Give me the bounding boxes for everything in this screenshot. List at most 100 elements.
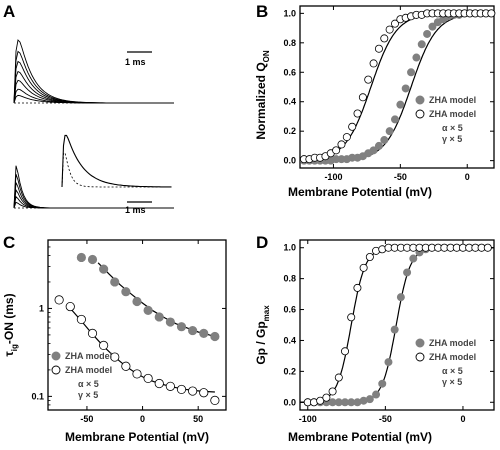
b-xtick-label-1: -50 bbox=[394, 172, 407, 182]
scale-label-bottom: 1 ms bbox=[125, 205, 146, 215]
inset-trace-dashed bbox=[61, 152, 172, 188]
b-plot-frame bbox=[299, 5, 495, 169]
c-legend-extra-0: α × 5 bbox=[78, 379, 99, 389]
c-ytick-label-0: 0.1 bbox=[31, 391, 44, 401]
c-point-open-6 bbox=[121, 361, 131, 371]
b-ytick-label-4: 0.8 bbox=[283, 38, 296, 48]
c-point-filled-11 bbox=[199, 328, 209, 339]
c-point-filled-7 bbox=[154, 312, 164, 322]
c-plot-frame bbox=[47, 239, 227, 411]
d-plot-frame bbox=[299, 239, 495, 411]
b-point-open-11 bbox=[358, 93, 367, 102]
d-xtick-label-1: -50 bbox=[379, 414, 392, 424]
panel-c-plot: -50 0 50 0.1 1 ZHA model ZHA model α × 5γ × 5 bbox=[31, 239, 227, 424]
d-legend-label-0: ZHA model bbox=[429, 338, 476, 348]
c-point-filled-9 bbox=[176, 322, 187, 332]
b-point-open-10 bbox=[353, 109, 362, 118]
c-legend-label-1: ZHA model bbox=[65, 365, 112, 375]
c-point-filled-4 bbox=[121, 287, 131, 297]
d-ytick-label-5: 1.0 bbox=[283, 243, 296, 253]
d-ytick-label-2: 0.4 bbox=[283, 335, 296, 345]
panel-a-inset-trace bbox=[61, 134, 172, 188]
c-xtick-label-1: 0 bbox=[140, 414, 145, 424]
panel-d-letter: D bbox=[256, 233, 268, 252]
c-point-open-14 bbox=[210, 395, 220, 406]
b-point-open-8 bbox=[342, 133, 351, 142]
c-point-open-0 bbox=[54, 295, 64, 305]
panel-d-ylabel-main: Gp / Gp bbox=[254, 321, 268, 364]
b-point-filled-18 bbox=[396, 100, 405, 109]
d-ytick-label-3: 0.6 bbox=[283, 305, 296, 315]
c-point-open-8 bbox=[143, 373, 153, 384]
panel-c-ylabel-rest: -ON (ms) bbox=[2, 293, 16, 344]
panel-c-ylabel-sub: ig bbox=[10, 344, 19, 351]
c-point-filled-6 bbox=[143, 305, 153, 315]
panel-c-ylabel-main: τ bbox=[2, 351, 16, 357]
d-point-open-4 bbox=[328, 387, 337, 396]
d-ytick-label-4: 0.8 bbox=[283, 274, 296, 284]
c-point-open-10 bbox=[165, 381, 175, 391]
c-point-filled-0 bbox=[76, 252, 86, 263]
panel-b-ylabel-sub: ON bbox=[262, 50, 271, 62]
panel-a: A 1 ms 1 ms bbox=[3, 2, 174, 215]
panel-d-ylabel: Gp / Gpmax bbox=[254, 305, 271, 365]
panel-d-xlabel: Membrane Potential (mV) bbox=[288, 430, 432, 444]
b-point-open-16 bbox=[385, 25, 394, 34]
trace-bottom-1 bbox=[13, 174, 174, 209]
c-point-filled-8 bbox=[165, 317, 175, 327]
panel-c-ylabel: τig-ON (ms) bbox=[2, 293, 19, 356]
b-point-filled-22 bbox=[417, 40, 426, 49]
d-legend-extra-0: α × 5 bbox=[442, 366, 463, 376]
d-point-filled-17 bbox=[409, 254, 418, 263]
d-point-filled-12 bbox=[378, 379, 387, 388]
b-legend-marker-open bbox=[415, 109, 425, 119]
c-legend-label-0: ZHA model bbox=[65, 351, 112, 361]
scale-label-top: 1 ms bbox=[125, 57, 146, 67]
c-legend-marker-open bbox=[51, 365, 61, 375]
b-point-open-15 bbox=[380, 34, 389, 43]
d-point-open-8 bbox=[353, 283, 362, 292]
d-legend-label-1: ZHA model bbox=[429, 352, 476, 362]
b-xtick-label-2: 0 bbox=[465, 172, 470, 182]
trace-bottom-3 bbox=[13, 188, 174, 209]
d-point-filled-16 bbox=[403, 268, 412, 277]
b-ytick-label-3: 0.6 bbox=[283, 67, 296, 77]
d-point-filled-15 bbox=[396, 293, 405, 302]
d-point-filled-13 bbox=[384, 358, 393, 367]
c-point-open-9 bbox=[154, 378, 164, 389]
d-xtick-label-2: 0 bbox=[460, 414, 465, 424]
b-point-open-14 bbox=[374, 44, 383, 53]
panel-c-xlabel: Membrane Potential (mV) bbox=[65, 430, 209, 444]
c-point-open-11 bbox=[176, 384, 187, 395]
d-point-open-2 bbox=[316, 396, 325, 405]
b-point-open-9 bbox=[348, 122, 357, 131]
panel-b-xlabel: Membrane Potential (mV) bbox=[288, 185, 432, 199]
c-point-filled-2 bbox=[99, 264, 109, 274]
c-ytick-label-1: 1 bbox=[39, 303, 44, 313]
c-point-open-3 bbox=[87, 328, 98, 339]
b-point-filled-21 bbox=[412, 53, 421, 62]
panel-d-ylabel-sub: max bbox=[262, 305, 271, 322]
b-point-filled-15 bbox=[380, 136, 389, 145]
b-point-open-7 bbox=[337, 140, 346, 149]
panel-b: B -100 -50 0 0.0 0.2 0.4 0.6 0.8 1.0 ZHA model ZHA… bbox=[254, 2, 496, 199]
b-legend-marker-filled bbox=[415, 95, 425, 105]
d-legend-marker-filled bbox=[415, 338, 425, 348]
b-point-open-35 bbox=[487, 9, 496, 18]
d-legend-extra-1: γ × 5 bbox=[442, 377, 462, 387]
panel-a-bottom-traces bbox=[13, 165, 174, 209]
d-point-open-5 bbox=[334, 373, 343, 382]
c-point-filled-1 bbox=[87, 254, 98, 265]
c-point-filled-10 bbox=[188, 325, 198, 336]
panel-b-ylabel: Normalized QON bbox=[254, 50, 271, 140]
trace-top-1 bbox=[13, 50, 174, 104]
b-point-open-12 bbox=[364, 75, 373, 84]
d-legend-marker-open bbox=[415, 352, 425, 362]
d-point-open-7 bbox=[347, 313, 356, 322]
c-legend-marker-filled bbox=[51, 351, 61, 361]
c-xtick-label-0: -50 bbox=[80, 414, 93, 424]
inset-trace-solid bbox=[61, 134, 172, 188]
b-legend-extra-1: γ × 5 bbox=[442, 134, 462, 144]
d-point-filled-11 bbox=[372, 390, 381, 399]
c-point-open-4 bbox=[99, 340, 109, 350]
